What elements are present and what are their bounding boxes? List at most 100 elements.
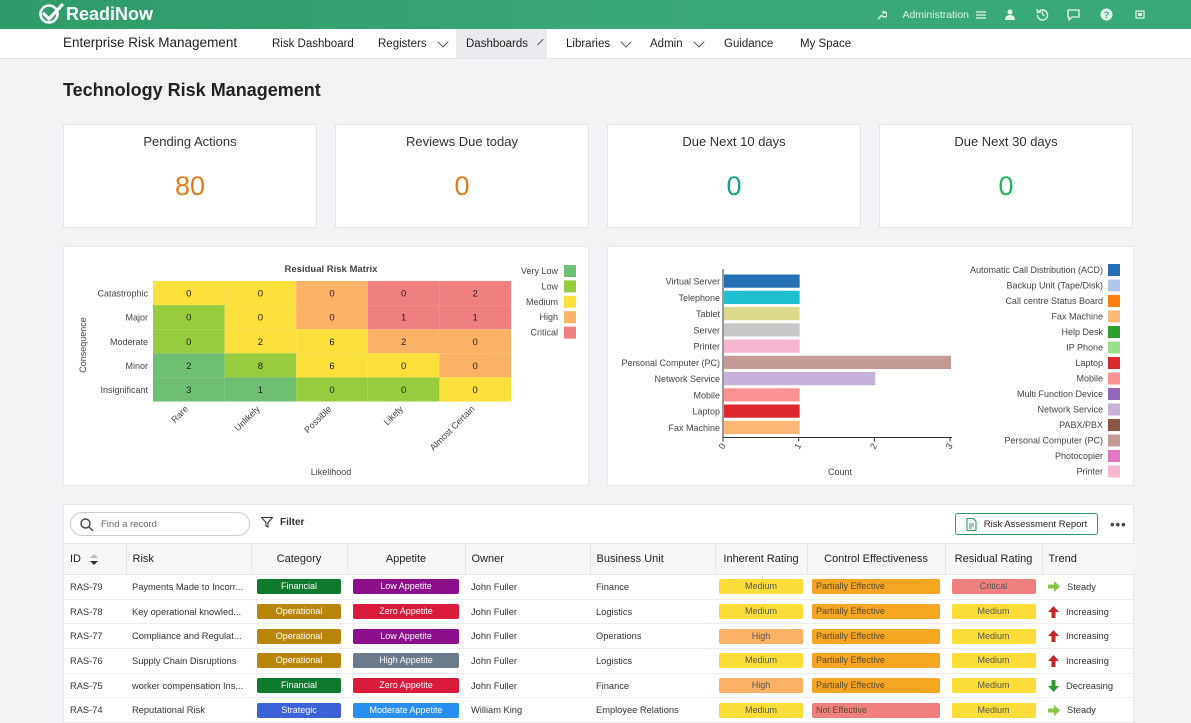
col-business-unit[interactable]: Business Unit (590, 543, 716, 575)
col-risk[interactable]: Risk (126, 543, 252, 575)
col-inherent-rating[interactable]: Inherent Rating (715, 543, 808, 575)
legend-swatch[interactable] (1108, 279, 1120, 292)
search-box[interactable] (70, 512, 250, 536)
col-appetite[interactable]: Appetite (347, 543, 466, 575)
legend-swatch[interactable] (1108, 403, 1120, 416)
cell-risk[interactable]: Supply Chain Disruptions (126, 648, 251, 674)
heatmap-cell[interactable] (439, 377, 511, 402)
legend-swatch[interactable] (1108, 326, 1120, 338)
heatmap-cell[interactable] (439, 353, 511, 378)
cell-id[interactable]: RAS-78 (64, 599, 126, 625)
legend-swatch[interactable] (1108, 295, 1120, 307)
table-row[interactable]: RAS-75 worker compensation Ins... Financia… (64, 673, 1135, 699)
app-title[interactable]: Enterprise Risk Management (63, 35, 238, 50)
cell-risk[interactable]: worker compensation Ins... (126, 673, 251, 699)
bar[interactable] (724, 355, 951, 369)
col-category[interactable]: Category (251, 543, 348, 575)
heatmap-cell[interactable] (296, 329, 368, 354)
heatmap-cell[interactable] (224, 329, 297, 354)
nav-guidance[interactable]: Guidance (714, 29, 783, 58)
legend-swatch[interactable] (1108, 388, 1120, 400)
bar[interactable] (724, 307, 800, 321)
legend-swatch[interactable] (1108, 419, 1120, 431)
heatmap-cell[interactable] (367, 353, 440, 378)
search-input[interactable] (101, 517, 241, 532)
bar[interactable] (724, 388, 800, 402)
bar[interactable] (724, 372, 876, 386)
bar[interactable] (724, 323, 800, 337)
heatmap-cell[interactable] (367, 377, 440, 402)
cell-risk[interactable]: Key operational knowled... (126, 599, 251, 625)
legend-swatch[interactable] (564, 265, 576, 277)
col-control-effectiveness[interactable]: Control Effectiveness (807, 543, 946, 575)
col-residual-rating[interactable]: Residual Rating (945, 543, 1043, 575)
table-row[interactable]: RAS-74 Reputational Risk Strategic Moderate… (64, 697, 1135, 723)
heatmap-cell[interactable] (153, 281, 225, 306)
risk-assessment-report-button[interactable]: Risk Assessment Report (955, 513, 1098, 535)
table-row[interactable]: RAS-79 Payments Made to Incorr... Financia… (64, 574, 1135, 600)
heatmap-cell[interactable] (153, 305, 225, 330)
heatmap-cell[interactable] (296, 353, 368, 378)
heatmap-cell[interactable] (153, 329, 225, 354)
kpi-pending-actions[interactable]: Pending Actions 80 (63, 124, 317, 228)
cell-id[interactable]: RAS-77 (64, 623, 126, 650)
sort-icon[interactable] (90, 553, 99, 565)
heatmap-cell[interactable] (367, 329, 440, 354)
nav-my-space[interactable]: My Space (790, 29, 861, 58)
admin-menu-icon[interactable] (969, 0, 993, 29)
heatmap-cell[interactable] (439, 281, 511, 306)
window-icon[interactable] (1123, 0, 1157, 29)
legend-swatch[interactable] (1108, 450, 1120, 462)
legend-swatch[interactable] (1108, 310, 1120, 323)
nav-risk-dashboard[interactable]: Risk Dashboard (262, 29, 364, 58)
heatmap-cell[interactable] (439, 329, 511, 354)
user-icon[interactable] (993, 0, 1027, 29)
heatmap-cell[interactable] (367, 305, 440, 330)
legend-swatch[interactable] (1108, 434, 1120, 447)
chat-icon[interactable] (1057, 0, 1089, 29)
col-owner[interactable]: Owner (465, 543, 591, 575)
legend-swatch[interactable] (1108, 264, 1120, 276)
legend-swatch[interactable] (564, 280, 576, 293)
help-icon[interactable]: ? (1089, 0, 1123, 29)
table-row[interactable]: RAS-77 Compliance and Regulat... Operation… (64, 623, 1135, 650)
heatmap-cell[interactable] (296, 377, 368, 402)
kpi-reviews-due-today[interactable]: Reviews Due today 0 (335, 124, 589, 228)
nav-registers[interactable]: Registers (368, 29, 457, 58)
bar[interactable] (724, 404, 800, 418)
legend-swatch[interactable] (1108, 341, 1120, 354)
logo[interactable]: ReadiNow (38, 3, 153, 25)
bar[interactable] (724, 420, 800, 434)
legend-swatch[interactable] (564, 295, 576, 308)
heatmap-cell[interactable] (439, 305, 511, 330)
nav-admin[interactable]: Admin (640, 29, 713, 58)
cell-id[interactable]: RAS-75 (64, 673, 126, 699)
legend-swatch[interactable] (564, 311, 576, 324)
heatmap-cell[interactable] (224, 377, 297, 402)
cell-id[interactable]: RAS-74 (64, 697, 126, 723)
kpi-due-next-10-days[interactable]: Due Next 10 days 0 (607, 124, 861, 228)
table-row[interactable]: RAS-78 Key operational knowled... Operatio… (64, 599, 1135, 625)
legend-swatch[interactable] (1108, 465, 1120, 478)
heatmap-cell[interactable] (296, 305, 368, 330)
filter-button[interactable]: Filter (261, 517, 304, 528)
cell-id[interactable]: RAS-76 (64, 648, 126, 674)
more-options-button[interactable]: ••• (1110, 517, 1127, 532)
heatmap-cell[interactable] (224, 305, 297, 330)
nav-dashboards[interactable]: Dashboards (456, 29, 547, 58)
history-icon[interactable] (1027, 0, 1057, 29)
heatmap-cell[interactable] (224, 281, 297, 306)
cell-id[interactable]: RAS-79 (64, 574, 126, 600)
heatmap-cell[interactable] (153, 353, 225, 378)
cell-risk[interactable]: Payments Made to Incorr... (126, 574, 251, 600)
heatmap-cell[interactable] (224, 353, 297, 378)
cell-risk[interactable]: Compliance and Regulat... (126, 623, 251, 650)
legend-swatch[interactable] (564, 326, 576, 339)
bar[interactable] (724, 274, 800, 288)
cell-risk[interactable]: Reputational Risk (126, 697, 251, 723)
bar[interactable] (724, 290, 800, 304)
wrench-icon[interactable] (862, 0, 902, 29)
table-row[interactable]: RAS-76 Supply Chain Disruptions Operationa… (64, 648, 1135, 674)
legend-swatch[interactable] (1108, 372, 1120, 385)
col-id[interactable]: ID (64, 543, 127, 575)
